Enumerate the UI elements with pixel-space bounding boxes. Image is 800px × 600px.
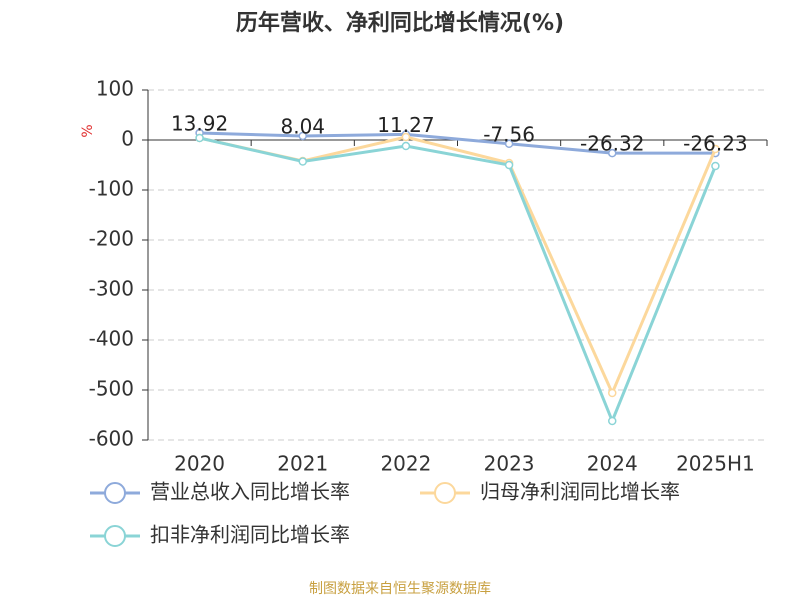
legend-label: 归母净利润同比增长率: [480, 480, 680, 504]
legend-label: 扣非净利润同比增长率: [150, 523, 350, 547]
x-tick-label: 2023: [484, 452, 535, 476]
y-tick-label: -400: [89, 327, 134, 351]
data-label: -26.23: [683, 132, 747, 156]
data-label: -7.56: [483, 122, 535, 146]
y-tick-label: -100: [89, 177, 134, 201]
x-tick-label: 2025H1: [676, 452, 755, 476]
data-label: -26.32: [580, 132, 644, 156]
y-tick-label: 0: [121, 127, 134, 151]
source-note: 制图数据来自恒生聚源数据库: [309, 581, 491, 597]
legend-marker: [104, 482, 126, 504]
data-point: [401, 132, 411, 142]
series-line: [199, 136, 717, 426]
data-point: [298, 131, 307, 141]
x-tick-label: 2022: [380, 452, 431, 476]
y-tick-label: -300: [89, 277, 134, 301]
y-tick-label: -600: [89, 427, 134, 451]
legend-marker: [104, 525, 126, 547]
legend-marker: [434, 482, 456, 504]
x-tick-label: 2020: [174, 452, 225, 476]
legend-label: 营业总收入同比增长率: [150, 480, 350, 504]
y-axis-label: %: [80, 124, 96, 137]
data-point: [711, 161, 720, 171]
y-tick-label: 100: [96, 77, 134, 101]
chart-title: 历年营收、净利同比增长情况(%): [236, 10, 564, 36]
x-tick-label: 2021: [277, 452, 328, 476]
data-point: [504, 160, 514, 170]
data-point: [401, 141, 411, 151]
data-point: [711, 144, 720, 154]
x-tick-label: 2024: [587, 452, 638, 476]
data-point: [608, 388, 617, 398]
data-point: [608, 148, 617, 158]
data-point: [195, 133, 204, 143]
y-tick-label: -200: [89, 227, 134, 251]
data-point: [504, 139, 514, 149]
data-label: 8.04: [280, 114, 325, 138]
data-point: [608, 416, 617, 426]
data-point: [298, 157, 307, 166]
data-label: 13.92: [171, 112, 228, 136]
data-label: 11.27: [377, 113, 434, 137]
series-line: [199, 131, 716, 155]
y-tick-label: -500: [89, 377, 134, 401]
